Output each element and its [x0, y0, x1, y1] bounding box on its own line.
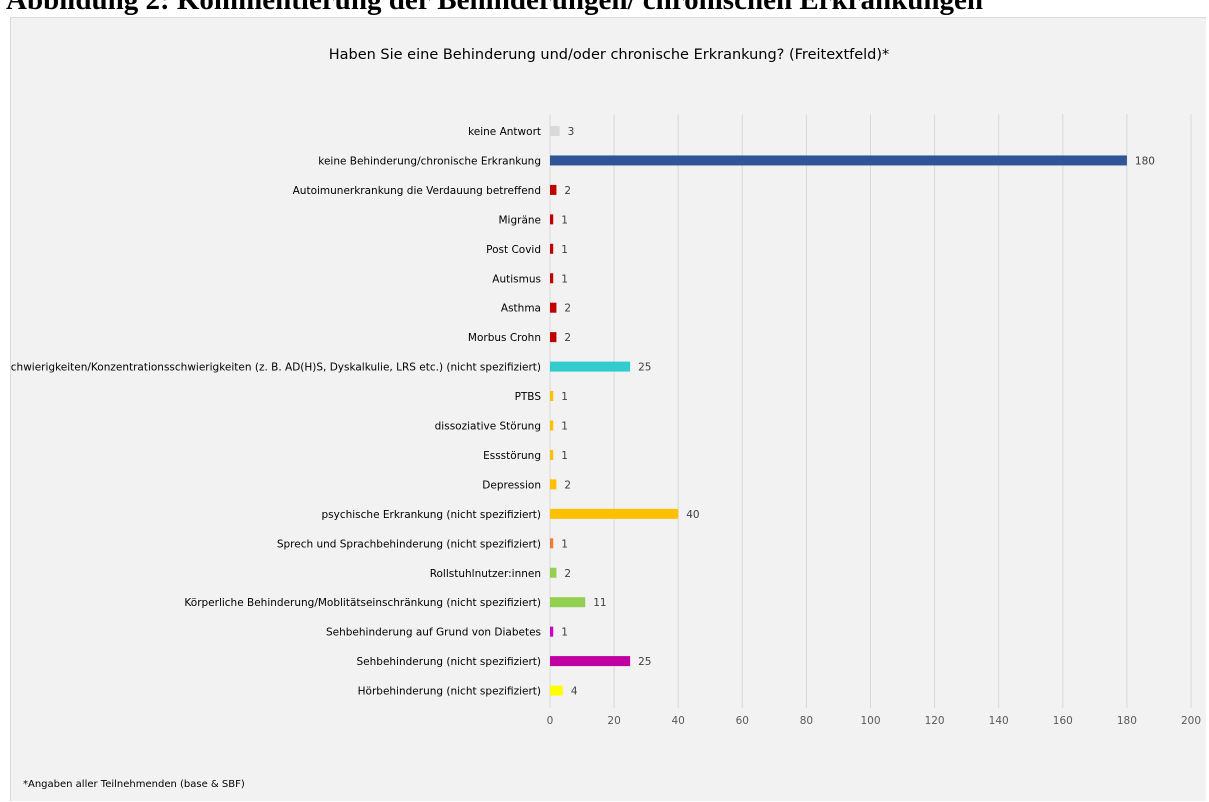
bar: [550, 155, 1127, 166]
bar: [550, 508, 679, 519]
chart-title: Haben Sie eine Behinderung und/oder chro…: [328, 47, 890, 63]
category-label: Asthma: [501, 303, 541, 315]
bars: [550, 126, 1127, 696]
category-label: Körperliche Behinderung/Moblitätseinschr…: [184, 597, 541, 609]
bar: [550, 597, 586, 608]
bar: [550, 361, 631, 372]
bar: [550, 479, 557, 490]
data-label: 2: [564, 479, 571, 491]
bar: [550, 391, 554, 402]
category-label: Essstörung: [483, 450, 541, 462]
bar: [550, 538, 554, 549]
x-tick-label: 0: [547, 715, 554, 727]
x-tick-label: 60: [736, 715, 749, 727]
data-label: 2: [564, 332, 571, 344]
data-label: 2: [564, 185, 571, 197]
category-label: PTBS: [515, 391, 542, 403]
category-label: Sehbehinderung auf Grund von Diabetes: [326, 627, 541, 639]
bar: [550, 626, 554, 637]
bar: [550, 243, 554, 254]
x-axis-ticks: 0 20 40 60 80 100 120 140 160 180 200: [547, 715, 1201, 727]
data-label: 1: [561, 391, 568, 403]
data-label: 3: [568, 126, 575, 138]
data-label: 1: [561, 627, 568, 639]
category-label: Morbus Crohn: [468, 332, 541, 344]
x-tick-label: 180: [1117, 715, 1137, 727]
bar: [550, 567, 557, 578]
data-label: 2: [564, 303, 571, 315]
data-label: 4: [571, 686, 578, 698]
data-label: 1: [561, 244, 568, 256]
bar: [550, 332, 557, 343]
footnote: *Angaben aller Teilnehmenden (base & SBF…: [23, 779, 245, 790]
category-label: psychische Erkrankung (nicht spezifizier…: [321, 509, 541, 521]
category-label: keine Behinderung/chronische Erkrankung: [318, 155, 541, 167]
x-tick-label: 200: [1181, 715, 1201, 727]
category-label: keine Antwort: [468, 126, 541, 138]
category-label: Hörbehinderung (nicht spezifiziert): [358, 686, 541, 698]
x-tick-label: 140: [989, 715, 1009, 727]
bar: [550, 302, 557, 313]
category-label: Depression: [482, 479, 541, 491]
data-label: 11: [593, 597, 606, 609]
category-label: Migräne: [498, 214, 541, 226]
bar: [550, 273, 554, 284]
x-tick-label: 40: [672, 715, 685, 727]
data-label: 1: [561, 450, 568, 462]
chart-panel: Haben Sie eine Behinderung und/oder chro…: [10, 17, 1206, 801]
data-label: 1: [561, 421, 568, 433]
category-label: Autoimunerkrankung die Verdauung betreff…: [293, 185, 541, 197]
bar: [550, 656, 631, 667]
category-label: Rollstuhlnutzer:innen: [430, 568, 541, 580]
data-label: 25: [638, 656, 651, 668]
data-label: 2: [564, 568, 571, 580]
data-label: 40: [686, 509, 699, 521]
category-labels: keine Antwort keine Behinderung/chronisch…: [11, 126, 541, 698]
bar-chart: keine Antwort keine Behinderung/chronisch…: [11, 114, 1201, 727]
bar: [550, 184, 557, 195]
data-label: 1: [561, 538, 568, 550]
bar: [550, 214, 554, 225]
category-label: Autismus: [492, 273, 541, 285]
bar: [550, 685, 563, 696]
x-tick-label: 100: [860, 715, 880, 727]
grid-lines: [549, 114, 1192, 708]
category-label: Lernschwierigkeiten/Konzentrationsschwie…: [11, 362, 541, 374]
data-label: 1: [561, 273, 568, 285]
category-label: dissoziative Störung: [435, 421, 541, 433]
x-tick-label: 20: [607, 715, 620, 727]
bar: [550, 420, 554, 431]
data-label: 25: [638, 362, 651, 374]
category-label: Sehbehinderung (nicht spezifiziert): [357, 656, 542, 668]
x-tick-label: 160: [1053, 715, 1073, 727]
x-tick-label: 80: [800, 715, 813, 727]
data-label: 180: [1135, 155, 1155, 167]
bar: [550, 449, 554, 460]
page-heading: Abbildung 2: Kommentierung der Behinderu…: [6, 0, 984, 16]
x-tick-label: 120: [925, 715, 945, 727]
category-label: Sprech und Sprachbehinderung (nicht spez…: [277, 538, 541, 550]
data-label: 1: [561, 214, 568, 226]
bar: [550, 126, 560, 136]
category-label: Post Covid: [486, 244, 541, 256]
